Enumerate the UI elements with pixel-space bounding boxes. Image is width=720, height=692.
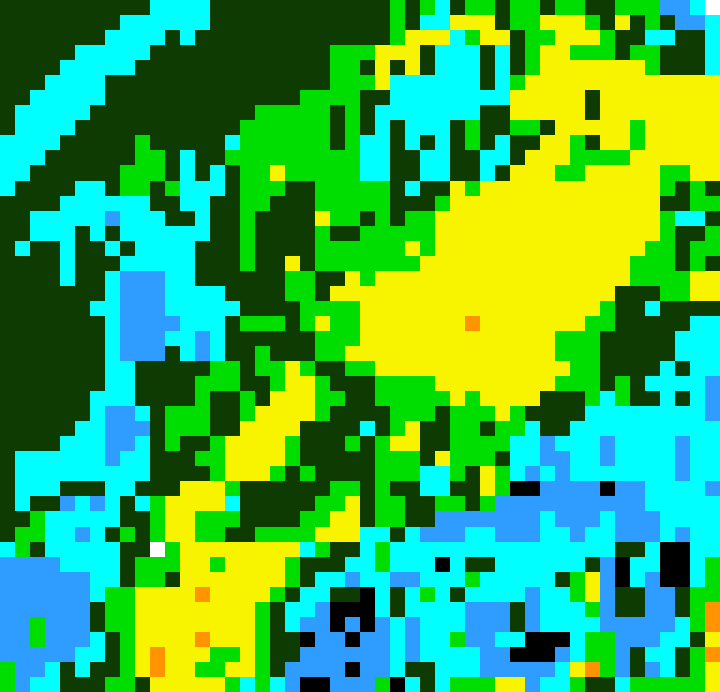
weather-raster-image (0, 0, 720, 692)
weather-raster-canvas (0, 0, 720, 692)
